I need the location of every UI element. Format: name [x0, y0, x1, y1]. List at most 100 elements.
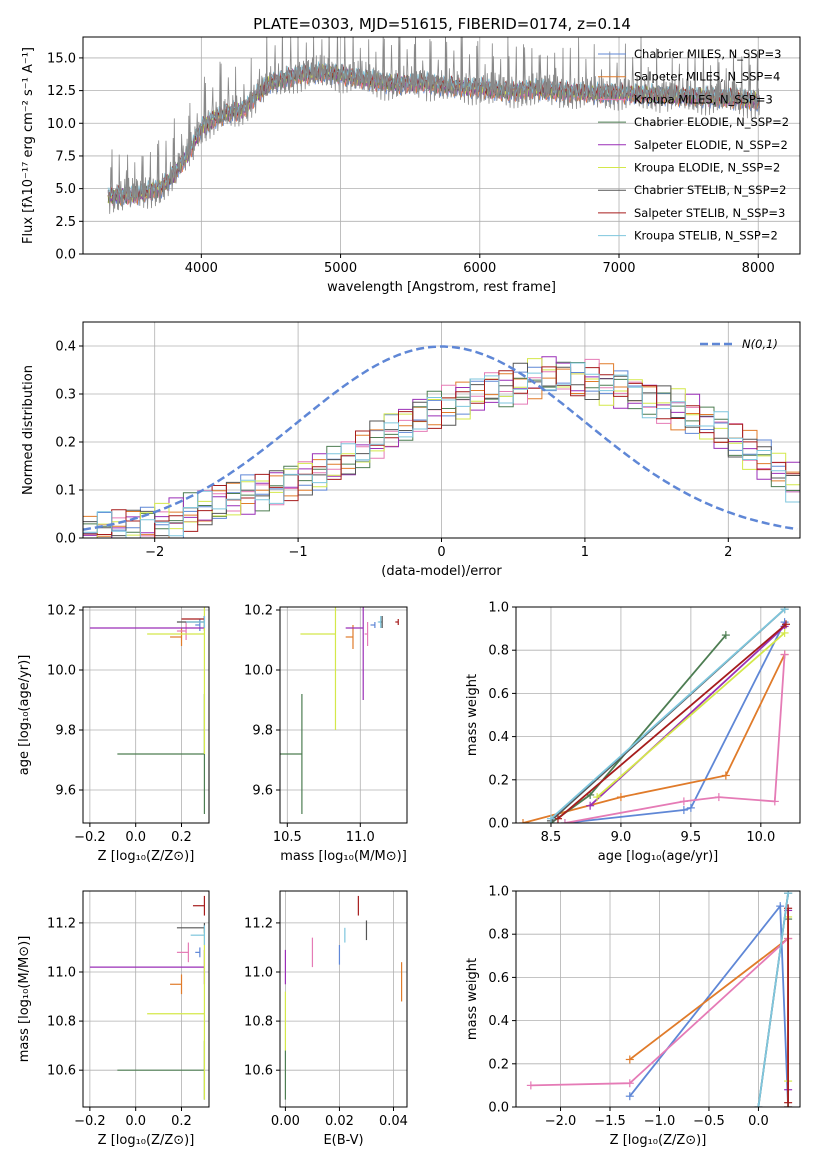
spectrum-ytick-label: 7.5 — [55, 149, 76, 164]
massweight_vs_Z-series-line-9 — [757, 893, 789, 1107]
massweight_vs_age-ytick-label: 0.0 — [488, 817, 509, 832]
massweight_vs_age-frame — [515, 606, 801, 824]
massweight_vs_Z-xtick-label: −2.0 — [545, 1114, 577, 1129]
residuals-ytick-label: 0.4 — [55, 340, 76, 355]
mass_vs_Z-xtick-label: 0.2 — [171, 1114, 192, 1129]
residuals-frame — [82, 321, 801, 539]
massweight_vs_age-plot-area — [518, 607, 791, 823]
residuals-panel: −2 −1 0 1 2 0.0 0.1 0.2 0.3 0.4 (data-model)/error… — [21, 321, 801, 579]
residuals-ytick-label: 0.3 — [55, 388, 76, 403]
age_vs_mass-xlabel: mass [log₁₀(M/M⊙)] — [280, 849, 407, 864]
age_vs_Z-xlabel: Z [log₁₀(Z/Z⊙)] — [98, 849, 195, 864]
spectrum-ytick-label: 5.0 — [55, 182, 76, 197]
residual-histogram-step-9 — [83, 362, 800, 538]
age_vs_Z-ytick-label: 10.0 — [47, 664, 76, 679]
massweight_vs_Z-ylabel: mass weight — [465, 958, 480, 1040]
age_vs_Z-xtick-label: 0.0 — [125, 830, 146, 845]
age_vs_Z-panel: −0.2 0.0 0.2 9.6 9.8 10.0 10.2 Z [log₁₀(Z/Z⊙)] a… — [17, 604, 210, 864]
massweight_vs_age-ytick-label: 0.8 — [488, 644, 509, 659]
spectrum-observed-line — [107, 37, 760, 214]
mass_vs_ebv-frame — [279, 890, 408, 1108]
mass_vs_ebv-xtick-label: 0.00 — [271, 1114, 300, 1129]
residual-legend-entry: N(0,1) — [742, 337, 778, 351]
massweight_vs_age-series-line-2 — [522, 654, 786, 823]
spectrum-legend-entry: Salpeter STELIB, N_SSP=3 — [634, 206, 785, 220]
spectrum-ytick-label: 10.0 — [47, 117, 76, 132]
massweight_vs_Z-ytick-label: 0.6 — [488, 971, 509, 986]
massweight_vs_Z-ytick-label: 0.8 — [488, 928, 509, 943]
mass_vs_Z-xlabel: Z [log₁₀(Z/Z⊙)] — [98, 1133, 195, 1148]
mass_vs_Z-ylabel: mass [log₁₀(M/M⊙)] — [17, 936, 32, 1063]
spectrum-legend-entry: Chabrier MILES, N_SSP=3 — [634, 47, 781, 61]
age_vs_mass-ytick-label: 10.2 — [244, 604, 273, 619]
residuals-xtick-label: −2 — [145, 545, 164, 560]
massweight_vs_Z-ytick-label: 1.0 — [488, 885, 509, 900]
residuals-xlabel: (data-model)/error — [381, 564, 502, 579]
spectrum-xtick-label: 5000 — [324, 261, 357, 276]
mass_vs_ebv-panel: 0.00 0.02 0.04 10.6 10.8 11.0 11.2 E(B-V) — [244, 890, 408, 1148]
massweight_vs_age-ytick-label: 0.4 — [488, 730, 509, 745]
residuals-ytick-label: 0.2 — [55, 436, 76, 451]
massweight_vs_age-series-line-8 — [557, 623, 787, 820]
massweight_vs_age-ytick-label: 0.6 — [488, 687, 509, 702]
age_vs_Z-xtick-label: −0.2 — [74, 830, 106, 845]
spectrum-legend-entry: Chabrier STELIB, N_SSP=2 — [634, 183, 786, 197]
spectrum-legend-entry: Kroupa STELIB, N_SSP=2 — [634, 229, 778, 243]
age_vs_Z-ytick-label: 10.2 — [47, 604, 76, 619]
age_vs_Z-ytick-label: 9.8 — [55, 724, 76, 739]
massweight_vs_Z-plot-area — [526, 891, 793, 1107]
massweight_vs_Z-xtick-label: 0.0 — [748, 1114, 769, 1129]
mass_vs_ebv-xtick-label: 0.02 — [325, 1114, 354, 1129]
figure-title: PLATE=0303, MJD=51615, FIBERID=0174, z=0… — [253, 15, 631, 33]
massweight_vs_age-xlabel: age [log₁₀(age/yr)] — [598, 849, 719, 864]
spectrum-legend-entry: Salpeter ELODIE, N_SSP=2 — [634, 138, 788, 152]
age_vs_Z-ytick-label: 9.6 — [55, 784, 76, 799]
mass_vs_Z-panel: −0.2 0.0 0.2 10.6 10.8 11.0 11.2 Z [log₁₀(Z/Z⊙)… — [17, 890, 210, 1148]
spectrum-legend-entry: Chabrier ELODIE, N_SSP=2 — [634, 115, 789, 129]
mass_vs_Z-frame — [82, 890, 210, 1108]
mass_vs_ebv-plot-area — [284, 895, 403, 1100]
spectrum-xtick-label: 6000 — [463, 261, 496, 276]
massweight_vs_age-xtick-label: 8.5 — [541, 830, 562, 845]
mass_vs_ebv-xtick-label: 0.04 — [379, 1114, 408, 1129]
massweight_vs_Z-panel: −2.0 −1.5 −1.0 −0.5 0.0 0.0 0.2 0.4 0.6 0.8 1.0 Z [… — [465, 885, 801, 1148]
massweight_vs_Z-xtick-label: −1.5 — [594, 1114, 626, 1129]
charts-layer: 4000 5000 6000 7000 80000.02.55.07.510.012.5… — [17, 36, 801, 1148]
age_vs_mass-plot-area — [280, 607, 399, 814]
residual-histogram-step-8 — [83, 366, 800, 538]
residuals-ylabel: Normed distribution — [21, 365, 36, 495]
massweight_vs_Z-ytick-label: 0.2 — [488, 1057, 509, 1072]
residuals-xtick-label: −1 — [289, 545, 308, 560]
residuals-plot-area — [83, 345, 800, 538]
mass_vs_ebv-ytick-label: 11.2 — [244, 916, 273, 931]
residuals-xtick-label: 2 — [724, 545, 732, 560]
residuals-xtick-label: 0 — [437, 545, 445, 560]
massweight_vs_age-panel: 8.5 9.0 9.5 10.0 0.0 0.2 0.4 0.6 0.8 1.0 age [log₁… — [465, 601, 801, 864]
residuals-ytick-label: 0.0 — [55, 532, 76, 547]
gaussian-reference-curve — [83, 345, 798, 531]
massweight_vs_Z-xtick-label: −1.0 — [644, 1114, 676, 1129]
age_vs_mass-ytick-label: 10.0 — [244, 664, 273, 679]
spectrum-legend-entry: Salpeter MILES, N_SSP=4 — [634, 70, 780, 84]
mass_vs_Z-ytick-label: 10.6 — [47, 1064, 76, 1079]
spectrum-ytick-label: 0.0 — [55, 248, 76, 263]
age_vs_mass-ytick-label: 9.8 — [252, 724, 273, 739]
spectrum-ylabel: Flux [fλ10⁻¹⁷ erg cm⁻² s⁻¹ A⁻¹] — [21, 47, 36, 244]
spectrum-ytick-label: 2.5 — [55, 215, 76, 230]
massweight_vs_age-xtick-label: 9.0 — [611, 830, 632, 845]
age_vs_Z-frame — [82, 606, 210, 824]
age_vs_mass-panel: 10.5 11.0 9.6 9.8 10.0 10.2 mass [log₁₀(M/M⊙)] — [244, 604, 408, 864]
mass_vs_Z-ytick-label: 11.0 — [47, 966, 76, 981]
age_vs_Z-ylabel: age [log₁₀(age/yr)] — [17, 655, 32, 776]
mass_vs_ebv-ytick-label: 10.6 — [244, 1064, 273, 1079]
spectrum-frame — [82, 36, 801, 255]
massweight_vs_Z-ytick-label: 0.0 — [488, 1101, 509, 1116]
spectrum-xtick-label: 7000 — [602, 261, 635, 276]
massweight_vs_Z-frame — [515, 890, 801, 1108]
mass_vs_ebv-ytick-label: 11.0 — [244, 966, 273, 981]
mass_vs_ebv-ytick-label: 10.8 — [244, 1015, 273, 1030]
massweight_vs_age-ytick-label: 0.2 — [488, 773, 509, 788]
age_vs_mass-frame — [279, 606, 408, 824]
massweight_vs_age-xtick-label: 9.5 — [681, 830, 702, 845]
